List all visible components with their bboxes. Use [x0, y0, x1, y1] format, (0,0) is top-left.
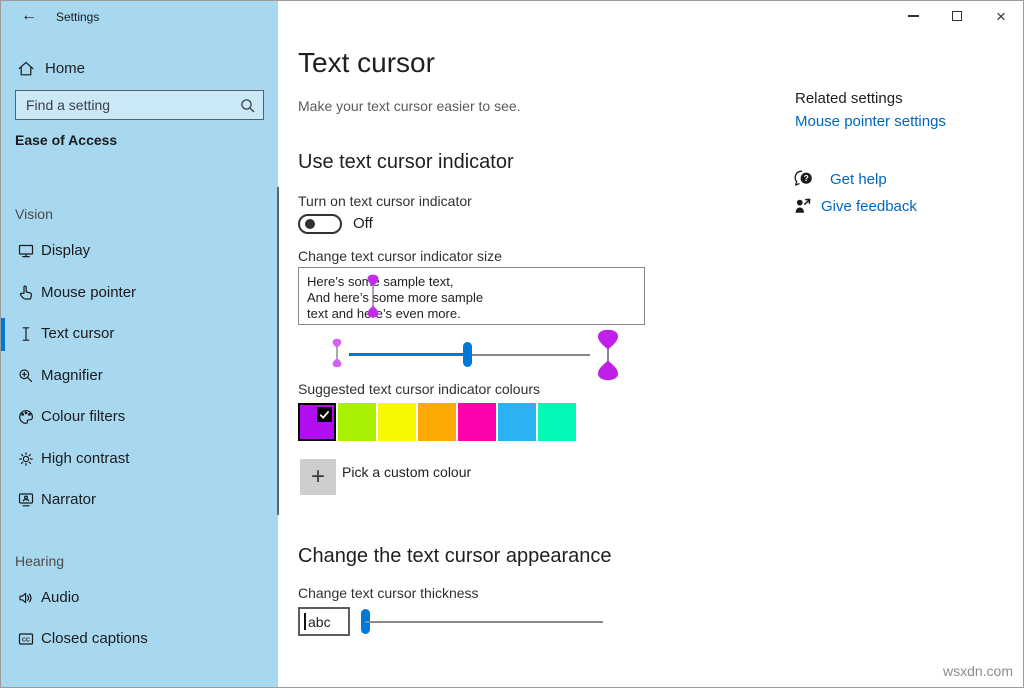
sidebar-section-title: Ease of Access	[15, 132, 118, 148]
plus-icon: +	[310, 463, 325, 490]
suggested-colours-label: Suggested text cursor indicator colours	[298, 381, 541, 397]
thickness-slider-track[interactable]	[365, 621, 603, 623]
give-feedback-icon	[794, 197, 812, 215]
nav-group-header-hearing: Hearing	[15, 552, 65, 569]
close-button[interactable]: ×	[979, 1, 1023, 31]
narrator-icon	[17, 491, 35, 509]
maximize-button[interactable]	[935, 1, 979, 31]
svg-text:CC: CC	[22, 637, 30, 643]
size-slider-label: Change text cursor indicator size	[298, 248, 502, 264]
svg-text:?: ?	[804, 173, 809, 183]
sidebar-item-display[interactable]: Display	[1, 231, 278, 273]
sample-line: text and here’s even more.	[307, 306, 461, 321]
colour-swatch-purple[interactable]	[298, 403, 336, 441]
colour-swatch-sky-blue[interactable]	[498, 403, 536, 441]
page-subtitle: Make your text cursor easier to see.	[298, 98, 521, 114]
size-slider-thumb[interactable]	[463, 342, 472, 367]
thickness-caret	[304, 613, 306, 630]
sidebar-item-label: Display	[41, 242, 91, 259]
sidebar-item-label: Audio	[41, 588, 80, 606]
indicator-section-heading: Use text cursor indicator	[298, 151, 514, 173]
colour-swatch-magenta[interactable]	[458, 403, 496, 441]
related-settings-heading: Related settings	[795, 90, 903, 107]
selected-check-icon	[317, 407, 332, 422]
text-cursor-icon	[17, 325, 35, 343]
sidebar-item-narrator[interactable]: Narrator	[1, 480, 278, 522]
colour-swatch-spring-green[interactable]	[538, 403, 576, 441]
closed-captions-icon: CC	[17, 630, 35, 648]
size-slider-track[interactable]	[472, 354, 590, 356]
window-title: Settings	[56, 10, 100, 24]
sidebar-item-label: Magnifier	[41, 366, 103, 384]
mouse-pointer-icon	[17, 284, 35, 302]
thickness-slider-label: Change text cursor thickness	[298, 585, 479, 601]
nav-group-header-vision: Vision	[15, 206, 53, 222]
toggle-state-label: Off	[353, 215, 373, 232]
page-title: Text cursor	[298, 47, 435, 78]
sidebar-item-label: Closed captions	[41, 630, 148, 647]
sidebar-item-audio[interactable]: Audio	[1, 578, 278, 620]
watermark: wsxdn.com	[942, 663, 1013, 679]
back-arrow-icon[interactable]: ←	[21, 7, 37, 24]
sample-line: And here’s some more sample	[307, 290, 484, 305]
toggle-knob	[305, 219, 315, 229]
search-input[interactable]	[16, 91, 263, 119]
mouse-pointer-settings-link[interactable]: Mouse pointer settings	[795, 113, 946, 130]
sidebar-item-home[interactable]: Home	[1, 53, 278, 85]
colour-swatch-orange[interactable]	[418, 403, 456, 441]
appearance-section-heading: Change the text cursor appearance	[298, 545, 612, 567]
sidebar-item-high-contrast[interactable]: High contrast	[1, 439, 278, 481]
colour-swatch-row	[298, 403, 576, 441]
colour-swatch-yellow-green[interactable]	[338, 403, 376, 441]
home-icon	[17, 60, 35, 78]
give-feedback-link[interactable]: Give feedback	[821, 198, 917, 215]
minimize-button[interactable]	[891, 1, 935, 31]
display-icon	[17, 242, 35, 260]
window-controls: ×	[891, 1, 1023, 31]
size-slider-track-filled[interactable]	[349, 353, 463, 356]
colour-filters-icon	[17, 408, 35, 426]
audio-icon	[17, 589, 35, 607]
get-help-icon: ?	[793, 169, 815, 189]
sidebar-item-mouse-pointer[interactable]: Mouse pointer	[1, 273, 278, 315]
indicator-toggle[interactable]	[298, 214, 342, 234]
sidebar-item-colour-filters[interactable]: Colour filters	[1, 397, 278, 439]
selected-indicator	[1, 318, 5, 351]
sample-line: Here’s some sample text,	[307, 274, 454, 289]
high-contrast-icon	[17, 450, 35, 468]
sample-text-preview: Here’s some sample text, And here’s some…	[298, 267, 645, 325]
sidebar-item-label: Colour filters	[41, 408, 126, 425]
magnifier-icon	[17, 367, 35, 385]
pick-custom-colour-button[interactable]: +	[300, 459, 336, 495]
sidebar-item-closed-captions[interactable]: CC Closed captions	[1, 619, 278, 661]
large-indicator-icon	[594, 328, 622, 382]
sidebar-item-label: Text cursor	[41, 325, 115, 342]
sidebar-item-label: High contrast	[41, 449, 130, 467]
pick-custom-colour-label: Pick a custom colour	[342, 464, 472, 480]
sidebar-scrollbar[interactable]	[277, 187, 279, 515]
sidebar: ← Settings Home Ease of Access Vision Di…	[1, 1, 278, 687]
thickness-preview: abc	[298, 607, 350, 636]
sidebar-item-label: Mouse pointer	[41, 283, 137, 301]
thickness-preview-text: abc	[308, 614, 331, 630]
home-label: Home	[45, 60, 86, 77]
thickness-slider[interactable]: abc	[298, 601, 618, 641]
search-icon[interactable]	[239, 97, 257, 115]
close-icon: ×	[996, 6, 1006, 26]
sidebar-nav: Vision Display Mouse pointer	[1, 197, 278, 661]
sidebar-item-magnifier[interactable]: Magnifier	[1, 356, 278, 398]
sidebar-item-label: Narrator	[41, 491, 97, 508]
maximize-icon	[952, 11, 962, 21]
minimize-icon	[907, 15, 919, 17]
toggle-label: Turn on text cursor indicator	[298, 193, 472, 209]
sidebar-item-text-cursor[interactable]: Text cursor	[1, 314, 278, 356]
colour-swatch-yellow[interactable]	[378, 403, 416, 441]
search-box	[15, 90, 264, 120]
small-indicator-icon	[329, 337, 345, 369]
text-cursor-indicator-preview-icon	[365, 273, 381, 319]
get-help-link[interactable]: Get help	[830, 171, 887, 188]
indicator-size-slider[interactable]	[298, 328, 628, 384]
